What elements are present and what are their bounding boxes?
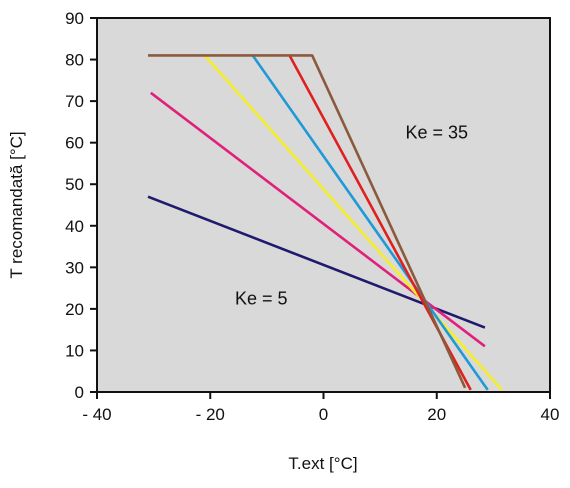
x-tick-label: 40 (541, 405, 560, 424)
annotations: Ke = 35 Ke = 5 (235, 123, 468, 309)
y-tick-label: 40 (65, 217, 84, 236)
y-tick-label: 0 (75, 383, 84, 402)
series-line-4 (251, 54, 489, 391)
x-axis-title: T.ext [°C] (288, 454, 357, 473)
y-tick-label: 30 (65, 258, 84, 277)
y-tick-label: 10 (65, 341, 84, 360)
annotation-label: Ke = 35 (405, 123, 468, 143)
x-axis: - 40 - 20 0 20 40 (82, 392, 559, 424)
x-tick-label: - 40 (82, 405, 111, 424)
annotation-label: Ke = 5 (235, 289, 288, 309)
series-line-2 (150, 91, 486, 348)
y-tick-label: 60 (65, 134, 84, 153)
x-tick-label: - 20 (196, 405, 225, 424)
y-tick-label: 70 (65, 92, 84, 111)
plot-area (97, 18, 550, 392)
x-tick-label: 20 (427, 405, 446, 424)
series-layer (147, 54, 503, 391)
series-line-6 (148, 54, 467, 389)
x-tick-label: 0 (319, 405, 328, 424)
y-axis-title: T recomandată [°C] (7, 131, 26, 278)
y-tick-label: 90 (65, 9, 84, 28)
y-axis: 0 10 20 30 40 50 60 70 80 90 (65, 9, 97, 402)
y-tick-label: 20 (65, 300, 84, 319)
series-line-3 (203, 54, 503, 391)
y-tick-label: 80 (65, 51, 84, 70)
y-tick-label: 50 (65, 175, 84, 194)
